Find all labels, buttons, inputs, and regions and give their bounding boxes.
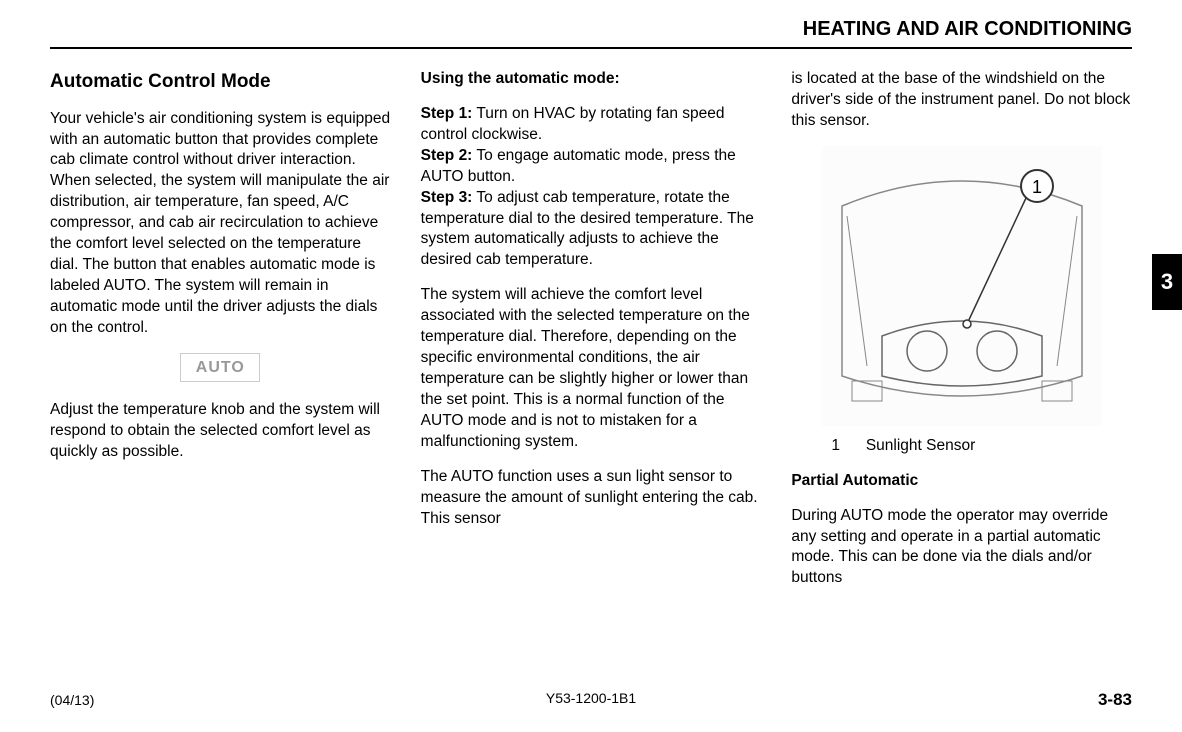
figure-caption: 1 Sunlight Sensor	[831, 436, 1132, 457]
col2-steps: Step 1: Turn on HVAC by rotating fan spe…	[421, 104, 762, 271]
step3-label: Step 3:	[421, 189, 473, 206]
column-1: Automatic Control Mode Your vehicle's ai…	[50, 69, 391, 603]
tab-label: 3	[1161, 269, 1173, 295]
section-tab: 3	[1152, 254, 1182, 310]
col1-heading: Automatic Control Mode	[50, 69, 391, 95]
col1-p1: Your vehicle's air conditioning system i…	[50, 109, 391, 339]
fig-caption-text: Sunlight Sensor	[866, 437, 975, 454]
footer-right: 3-83	[1098, 690, 1132, 710]
step2-label: Step 2:	[421, 147, 473, 164]
fig-ref-number: 1	[831, 437, 840, 454]
col3-subhead: Partial Automatic	[791, 471, 1132, 492]
column-2: Using the automatic mode: Step 1: Turn o…	[421, 69, 762, 603]
svg-text:1: 1	[1032, 177, 1042, 197]
step1-label: Step 1:	[421, 105, 473, 122]
page-footer: (04/13) Y53-1200-1B1 3-83	[50, 690, 1132, 710]
col2-p3: The AUTO function uses a sun light senso…	[421, 467, 762, 530]
col2-subhead: Using the automatic mode:	[421, 69, 762, 90]
footer-center: Y53-1200-1B1	[546, 690, 636, 706]
column-3: is located at the base of the windshield…	[791, 69, 1132, 603]
header-title: HEATING AND AIR CONDITIONING	[803, 18, 1132, 40]
col1-p2: Adjust the temperature knob and the syst…	[50, 400, 391, 463]
col3-p2: During AUTO mode the operator may overri…	[791, 506, 1132, 590]
auto-badge-icon: AUTO	[180, 353, 260, 383]
footer-left: (04/13)	[50, 692, 94, 708]
content-columns: Automatic Control Mode Your vehicle's ai…	[50, 69, 1132, 603]
page-header: HEATING AND AIR CONDITIONING	[50, 18, 1132, 49]
sunlight-sensor-figure: 1	[822, 146, 1102, 426]
col2-p2: The system will achieve the comfort leve…	[421, 285, 762, 452]
col3-p1: is located at the base of the windshield…	[791, 69, 1132, 132]
